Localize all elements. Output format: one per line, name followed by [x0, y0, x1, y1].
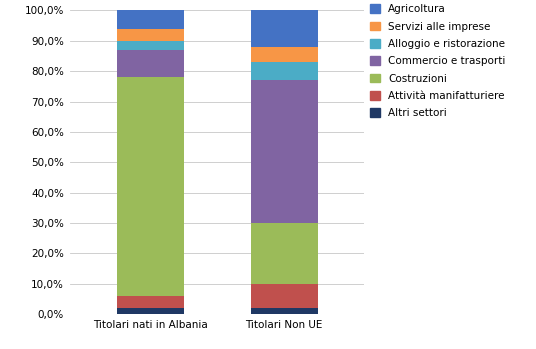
Bar — [251, 80, 317, 223]
Bar — [251, 10, 317, 47]
Bar — [251, 62, 317, 80]
Bar — [251, 223, 317, 284]
Bar — [117, 77, 183, 296]
Legend: Agricoltura, Servizi alle imprese, Alloggio e ristorazione, Commercio e trasport: Agricoltura, Servizi alle imprese, Allog… — [370, 5, 505, 118]
Bar — [251, 308, 317, 314]
Bar — [251, 284, 317, 308]
Bar — [251, 47, 317, 62]
Bar — [117, 296, 183, 308]
Bar — [117, 50, 183, 77]
Bar — [117, 308, 183, 314]
Bar — [117, 41, 183, 50]
Bar — [117, 10, 183, 29]
Bar — [117, 29, 183, 41]
